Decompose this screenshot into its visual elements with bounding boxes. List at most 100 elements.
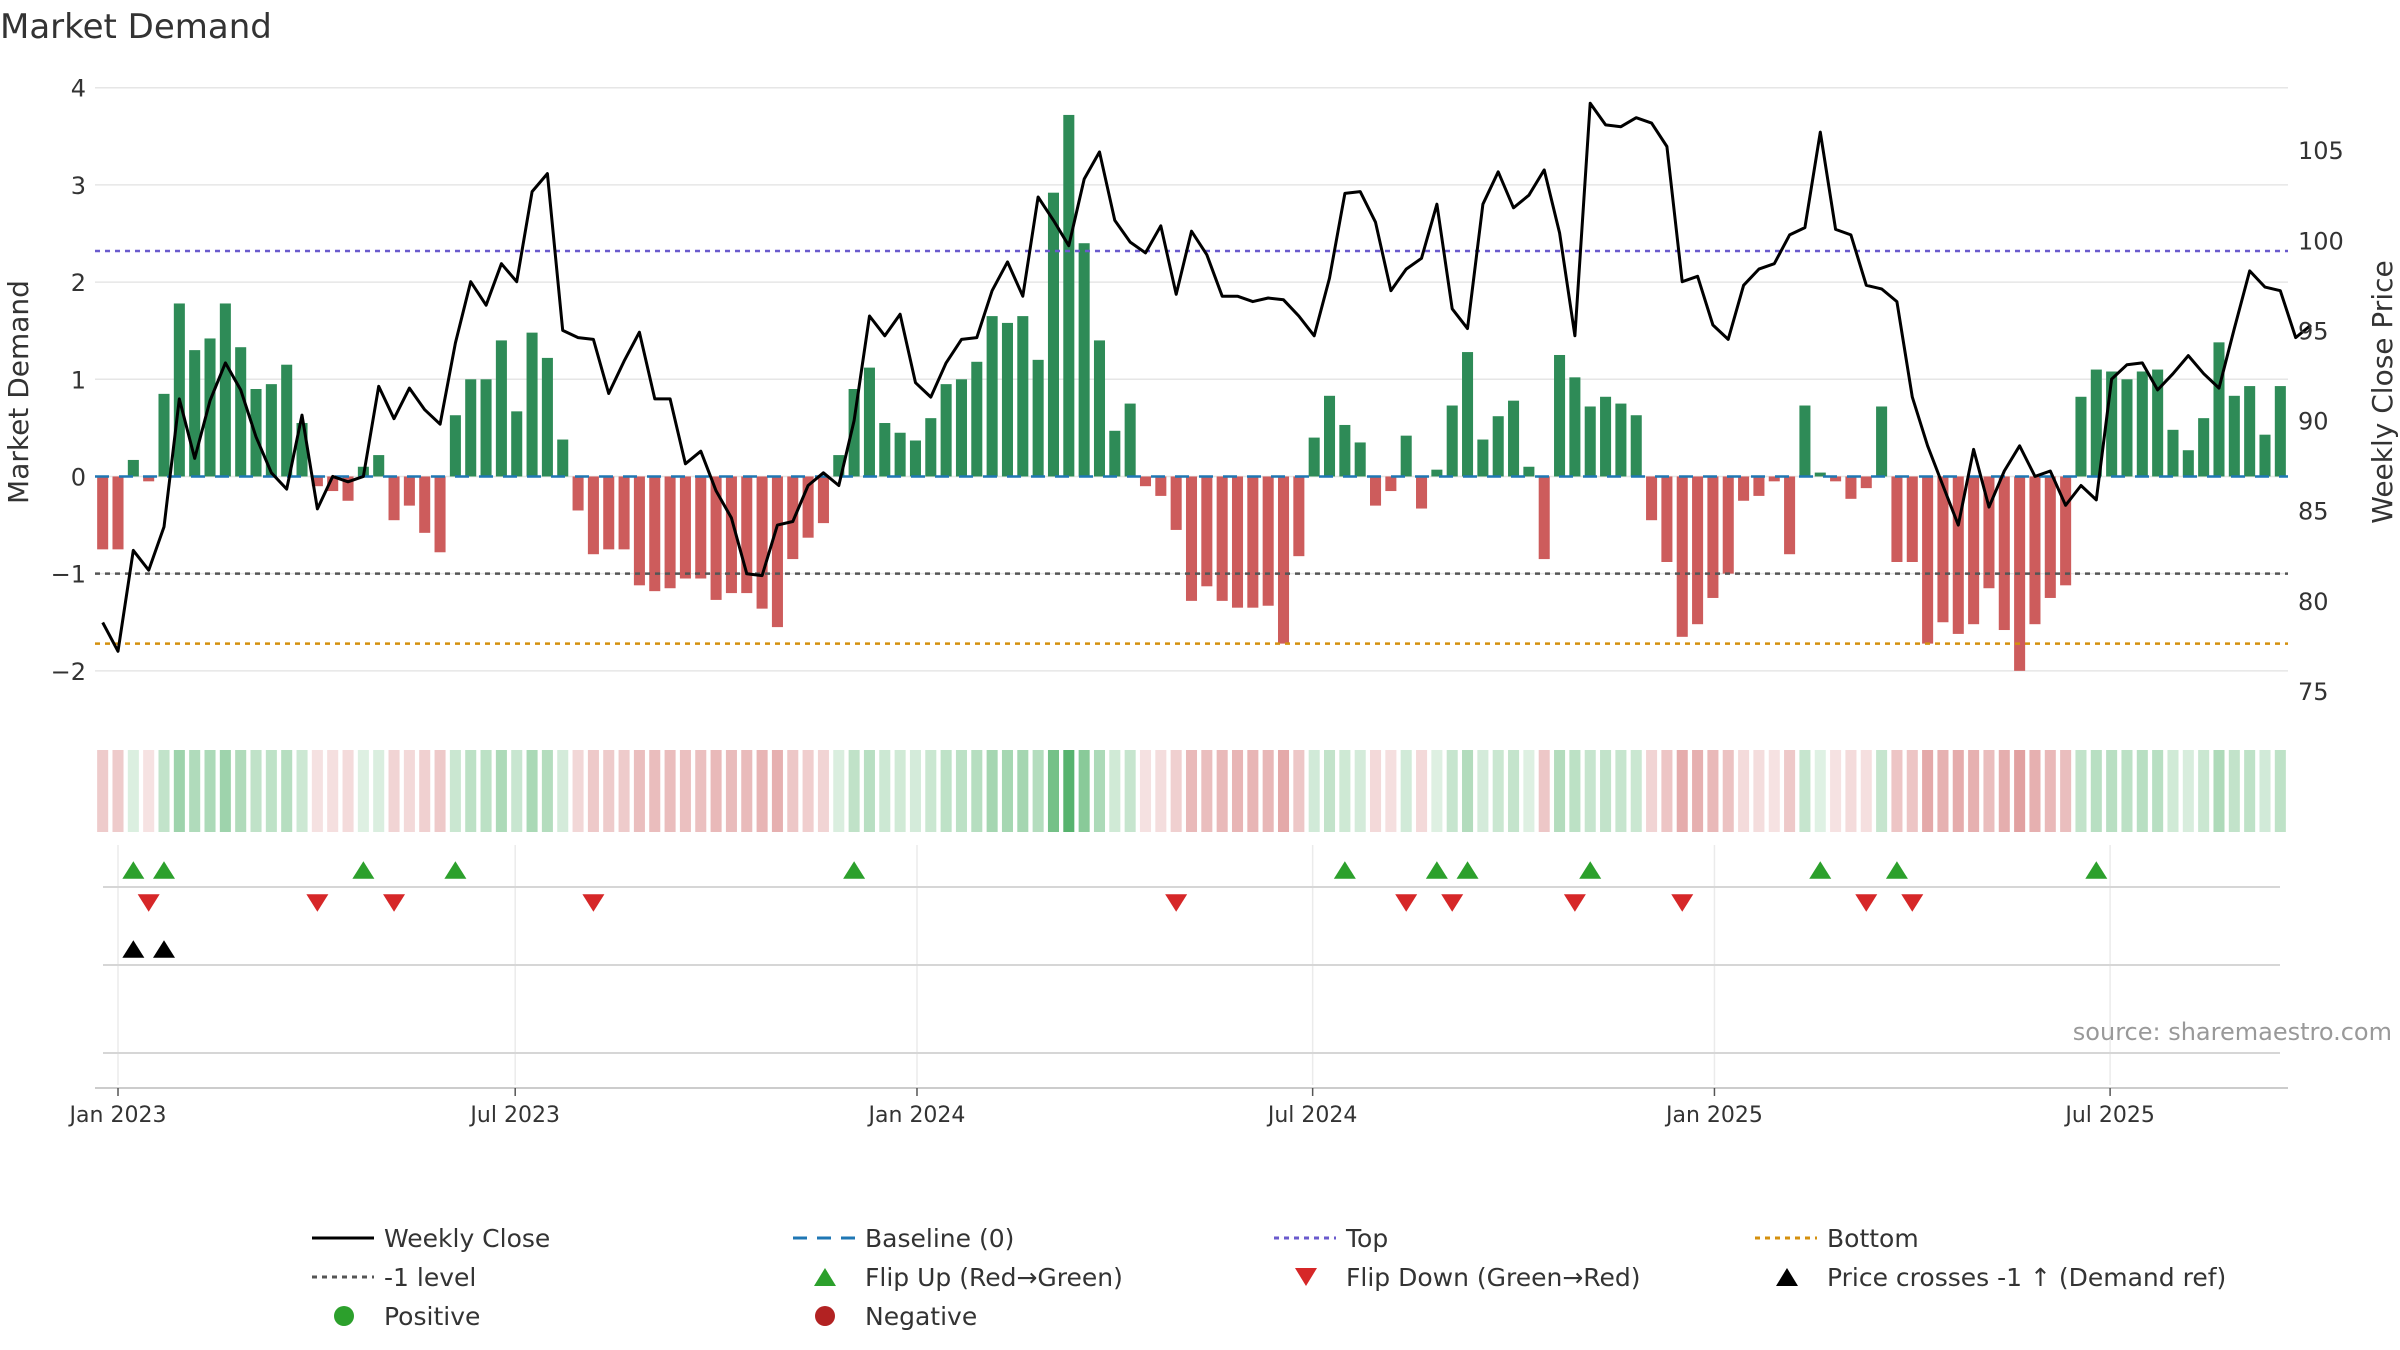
legend-item: Price crosses -1 ↑ (Demand ref): [1776, 1263, 2226, 1292]
heat-strip-cell: [756, 750, 768, 832]
heat-strip-cell: [1646, 750, 1658, 832]
x-tick-label: Jul 2025: [2063, 1103, 2155, 1128]
legend-swatch: [334, 1306, 354, 1326]
demand-bar: [1661, 476, 1673, 562]
demand-bar: [971, 361, 983, 477]
heat-strip-cell: [1937, 750, 1949, 832]
demand-bar: [879, 423, 891, 477]
demand-bar: [1231, 476, 1244, 608]
demand-bar: [1492, 416, 1504, 477]
heat-strip-cell: [1477, 750, 1489, 832]
heat-strip-cell: [649, 750, 661, 832]
heat-strip-cell: [1492, 750, 1504, 832]
heat-strip-cell: [97, 750, 109, 832]
demand-bar: [189, 350, 201, 477]
heat-strip-cell: [1707, 750, 1719, 832]
y-axis-label-left: Market Demand: [2, 280, 35, 504]
heat-strip-cell: [955, 750, 967, 832]
flip-down-marker: [1855, 894, 1878, 912]
heat-strip-cell: [2198, 750, 2210, 832]
heat-strip-cell: [833, 750, 845, 832]
demand-bar: [1001, 322, 1013, 477]
demand-bar: [1983, 476, 1995, 589]
demand-bar: [1891, 476, 1903, 562]
flip-up-marker: [1579, 861, 1602, 879]
demand-bar: [2152, 369, 2164, 477]
heat-strip-cell: [2213, 750, 2225, 832]
heat-strip-cell: [1416, 750, 1428, 832]
heat-strip-cell: [495, 750, 507, 832]
heat-strip-cell: [2060, 750, 2072, 832]
legend-label: Baseline (0): [865, 1224, 1014, 1253]
y-tick-label-right: 95: [2298, 317, 2329, 345]
y-tick-label-right: 105: [2298, 137, 2344, 165]
demand-bar: [2228, 395, 2240, 477]
legend-swatch: [1295, 1268, 1317, 1286]
heat-strip-cell: [633, 750, 645, 832]
heat-strip-cell: [2090, 750, 2102, 832]
demand-bar: [1047, 192, 1059, 477]
demand-bar: [1768, 476, 1780, 482]
heat-strip-cell: [373, 750, 385, 832]
demand-bar: [1738, 476, 1750, 501]
heat-strip-cell: [1692, 750, 1704, 832]
demand-bar: [1477, 439, 1489, 477]
flip-down-marker: [1441, 894, 1464, 912]
demand-bar: [1124, 403, 1136, 477]
y-tick-label-right: 90: [2298, 408, 2329, 436]
demand-bar: [143, 476, 155, 482]
demand-bar: [296, 423, 308, 477]
heat-strip-cell: [1262, 750, 1274, 832]
demand-bar: [955, 379, 967, 477]
heat-strip-cell: [664, 750, 676, 832]
demand-bar: [419, 476, 431, 533]
demand-bar: [1078, 243, 1090, 477]
demand-bar: [1646, 476, 1658, 521]
demand-bar: [311, 476, 323, 487]
heat-strip-cell: [710, 750, 722, 832]
demand-bar: [434, 476, 446, 553]
heat-strip-cell: [1339, 750, 1351, 832]
demand-bar: [572, 476, 584, 511]
legend-item: Baseline (0): [793, 1224, 1014, 1253]
heat-strip-cell: [1293, 750, 1305, 832]
demand-bar: [526, 332, 538, 477]
legend-item: Bottom: [1755, 1224, 1919, 1253]
heat-strip-cell: [2152, 750, 2164, 832]
demand-bar: [97, 476, 109, 550]
heat-strip-cell: [2029, 750, 2041, 832]
demand-bar: [112, 476, 124, 550]
demand-bar: [1722, 476, 1734, 574]
heat-strip-cell: [1738, 750, 1750, 832]
price-cross-marker: [153, 940, 176, 958]
legend-swatch: [815, 1306, 835, 1326]
demand-bar: [2213, 342, 2225, 477]
x-tick-label: Jul 2024: [1266, 1103, 1358, 1128]
flip-down-marker: [306, 894, 329, 912]
heat-strip-cell: [112, 750, 124, 832]
demand-bar: [1968, 476, 1980, 625]
chart-title: Market Demand: [0, 7, 272, 47]
heat-strip-cell: [465, 750, 477, 832]
demand-bar: [2090, 369, 2102, 477]
demand-bar: [265, 384, 277, 477]
heat-strip-cell: [940, 750, 952, 832]
demand-bar: [2182, 450, 2194, 477]
heat-strip-cell: [357, 750, 369, 832]
demand-bar: [2106, 371, 2118, 477]
heat-strip-cell: [1600, 750, 1612, 832]
heat-strip-cell: [1891, 750, 1903, 832]
heat-strip-cell: [1554, 750, 1566, 832]
heat-strip-cell: [909, 750, 921, 832]
heat-strip-cell: [2244, 750, 2256, 832]
heat-strip-cell: [557, 750, 569, 832]
demand-bar: [1385, 476, 1397, 492]
demand-bar: [1462, 352, 1474, 477]
demand-bar: [1308, 437, 1320, 477]
demand-bar: [802, 476, 814, 538]
heat-strip-cell: [1001, 750, 1013, 832]
demand-bar: [1707, 476, 1719, 598]
heat-strip-cell: [1538, 750, 1550, 832]
demand-bar: [725, 476, 737, 594]
demand-bar: [833, 455, 845, 477]
